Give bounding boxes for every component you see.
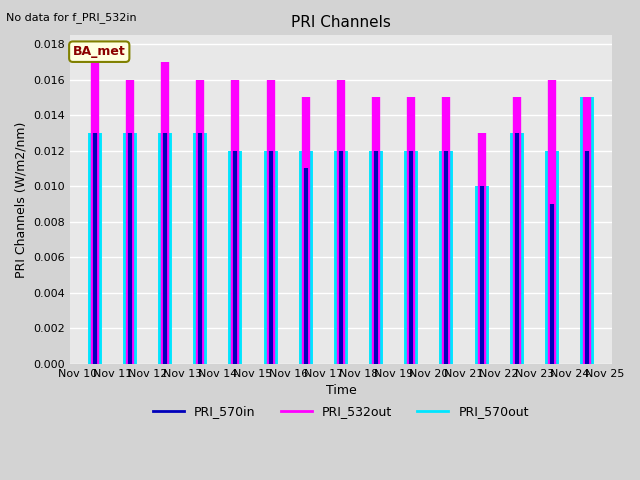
X-axis label: Time: Time [326, 384, 356, 397]
Y-axis label: PRI Channels (W/m2/nm): PRI Channels (W/m2/nm) [15, 121, 28, 278]
Text: No data for f_PRI_532in: No data for f_PRI_532in [6, 12, 137, 23]
Title: PRI Channels: PRI Channels [291, 15, 391, 30]
Text: BA_met: BA_met [73, 45, 125, 58]
Legend: PRI_570in, PRI_532out, PRI_570out: PRI_570in, PRI_532out, PRI_570out [148, 400, 534, 423]
